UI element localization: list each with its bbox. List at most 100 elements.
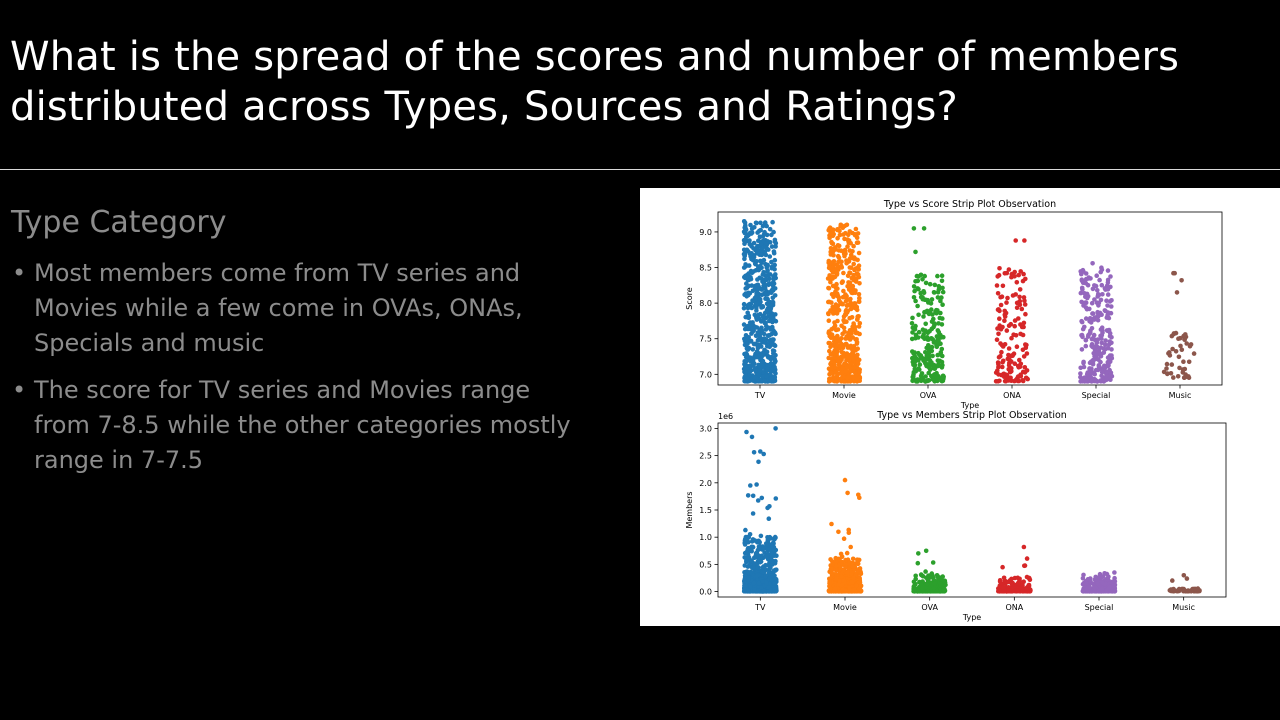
data-point bbox=[758, 533, 764, 539]
data-point bbox=[834, 572, 840, 577]
data-point bbox=[767, 589, 773, 594]
data-point bbox=[1085, 577, 1091, 582]
data-point bbox=[746, 271, 751, 276]
data-point bbox=[757, 342, 763, 347]
data-point bbox=[744, 285, 750, 291]
x-axis-label: Type bbox=[960, 401, 979, 410]
data-point bbox=[858, 571, 864, 576]
data-point bbox=[765, 366, 770, 372]
data-point bbox=[844, 550, 850, 556]
data-point bbox=[1170, 346, 1175, 352]
data-point bbox=[750, 257, 756, 263]
data-point bbox=[845, 308, 851, 314]
data-point bbox=[762, 220, 768, 225]
data-point bbox=[751, 374, 757, 380]
data-point bbox=[1084, 378, 1089, 383]
data-point bbox=[761, 588, 767, 594]
data-point bbox=[771, 348, 777, 354]
data-point bbox=[852, 232, 858, 238]
data-point bbox=[743, 550, 749, 556]
data-point bbox=[1095, 309, 1100, 315]
data-point bbox=[747, 241, 753, 247]
data-point bbox=[1184, 588, 1190, 594]
data-point bbox=[1080, 267, 1086, 273]
data-point bbox=[844, 303, 850, 308]
data-point bbox=[1024, 585, 1029, 591]
data-point bbox=[1021, 320, 1027, 326]
data-point bbox=[915, 560, 921, 566]
data-point bbox=[1015, 581, 1021, 586]
data-point bbox=[750, 347, 756, 352]
data-point bbox=[847, 362, 852, 368]
data-point bbox=[921, 226, 927, 231]
data-point bbox=[855, 557, 860, 562]
data-point bbox=[929, 326, 935, 332]
data-point bbox=[922, 273, 927, 279]
data-point bbox=[835, 236, 840, 241]
data-point bbox=[1014, 305, 1020, 310]
data-point bbox=[1084, 291, 1090, 297]
data-point bbox=[1023, 311, 1028, 317]
data-point bbox=[769, 259, 774, 265]
data-point bbox=[912, 362, 918, 368]
data-point bbox=[767, 318, 772, 324]
data-point bbox=[773, 244, 778, 249]
data-point bbox=[1012, 323, 1017, 329]
data-point bbox=[831, 268, 837, 273]
data-point bbox=[839, 265, 845, 270]
y-tick-label: 9.0 bbox=[699, 228, 712, 237]
data-point bbox=[912, 288, 917, 294]
data-point bbox=[923, 350, 928, 355]
data-point bbox=[770, 560, 775, 566]
data-point bbox=[995, 360, 1001, 365]
data-point bbox=[857, 296, 862, 301]
data-point bbox=[935, 295, 941, 300]
data-point bbox=[848, 252, 854, 258]
data-point bbox=[857, 579, 863, 585]
data-point bbox=[854, 583, 859, 588]
data-point bbox=[851, 321, 856, 326]
data-point bbox=[839, 349, 845, 355]
data-point bbox=[826, 258, 832, 264]
data-point bbox=[926, 573, 931, 578]
data-point bbox=[847, 560, 853, 565]
data-point bbox=[831, 252, 836, 258]
data-point bbox=[763, 573, 768, 579]
data-point bbox=[851, 587, 857, 592]
data-point bbox=[938, 581, 944, 586]
data-point bbox=[916, 286, 921, 292]
data-point bbox=[1000, 283, 1006, 289]
data-point bbox=[843, 588, 849, 593]
data-point bbox=[935, 290, 941, 295]
data-point bbox=[995, 379, 1001, 384]
data-point bbox=[853, 226, 859, 232]
data-point bbox=[835, 318, 840, 324]
data-point bbox=[841, 232, 846, 237]
data-point bbox=[760, 565, 766, 570]
data-point bbox=[913, 332, 919, 338]
x-tick-label: Special bbox=[1082, 391, 1111, 400]
data-point bbox=[1007, 357, 1012, 363]
data-point bbox=[826, 299, 831, 305]
data-point bbox=[1022, 563, 1027, 569]
data-point bbox=[763, 296, 768, 301]
data-point bbox=[742, 248, 748, 253]
data-point bbox=[995, 307, 1001, 312]
data-point bbox=[1105, 303, 1110, 308]
data-point bbox=[760, 223, 766, 229]
data-point bbox=[1171, 375, 1176, 380]
data-point bbox=[932, 339, 938, 344]
data-point bbox=[999, 343, 1005, 348]
data-point bbox=[1179, 278, 1184, 283]
data-point bbox=[840, 279, 845, 285]
data-point bbox=[1008, 321, 1014, 327]
data-point bbox=[1105, 268, 1111, 273]
bullet-item: • Most members come from TV series and M… bbox=[12, 256, 572, 361]
data-point bbox=[827, 583, 832, 589]
data-point bbox=[758, 234, 763, 240]
data-point bbox=[855, 360, 860, 365]
data-point bbox=[1165, 371, 1170, 376]
data-point bbox=[918, 290, 923, 296]
data-point bbox=[771, 229, 776, 235]
data-point bbox=[748, 222, 753, 228]
